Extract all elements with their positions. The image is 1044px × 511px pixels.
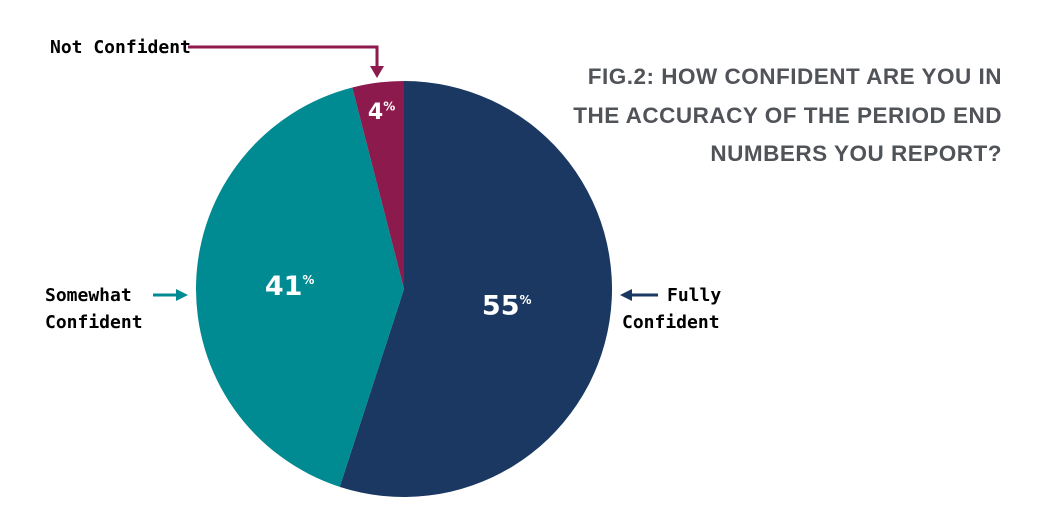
pie-slice-fully-confident [339,81,612,498]
pie-slices [195,81,612,498]
slice-value-labels: 55% 41% 4% [265,99,532,321]
callout-label-somewhat-line-1: Somewhat [45,285,132,306]
pie-slice-somewhat-confident [195,87,404,487]
slice-value-not-confident: 4% [368,99,395,125]
chart-title-line-2: THE ACCURACY OF THE PERIOD END [573,102,1002,128]
chart-title: FIG.2: HOW CONFIDENT ARE YOU IN THE ACCU… [532,58,1002,174]
chart-title-line-1: FIG.2: HOW CONFIDENT ARE YOU IN [587,64,1002,89]
slice-value-somewhat-confident: 41% [265,271,315,302]
callout-label-fully-line-2: Confident [622,312,720,333]
callout-somewhat-confident: Somewhat Confident [45,285,188,333]
callout-fully-confident: Fully Confident [620,285,721,333]
chart-title-line-3: NUMBERS YOU REPORT? [710,141,1002,166]
slice-value-fully-confident: 55% [482,291,532,322]
callout-line-not-confident [188,45,379,68]
callout-label-somewhat-line-2: Confident [45,312,143,333]
callout-not-confident: Not Confident [50,37,384,78]
callout-label-fully-line-1: Fully [667,285,721,306]
callout-label-not-confident: Not Confident [50,37,191,58]
callout-arrow-somewhat-confident [176,289,188,301]
callout-arrow-not-confident [370,66,384,78]
pie-slice-not-confident [352,81,404,289]
callout-arrow-fully-confident [620,289,632,301]
